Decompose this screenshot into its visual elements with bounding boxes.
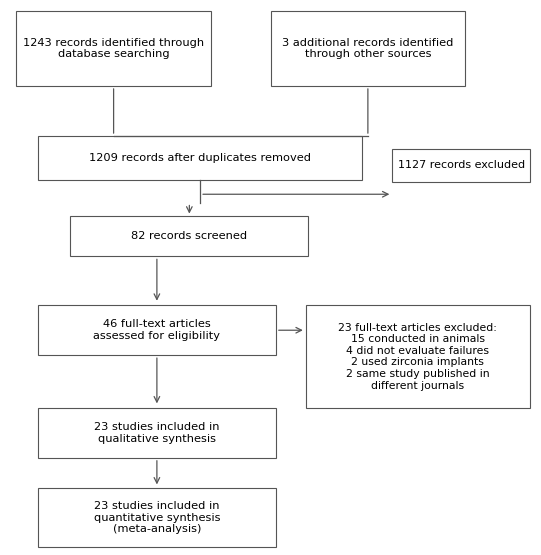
Bar — [38, 488, 276, 547]
Bar — [38, 136, 362, 180]
Text: 23 studies included in
quantitative synthesis
(meta-analysis): 23 studies included in quantitative synt… — [94, 501, 220, 534]
Bar — [306, 305, 530, 408]
Text: 1243 records identified through
database searching: 1243 records identified through database… — [23, 38, 204, 59]
Bar — [70, 216, 308, 256]
Text: 3 additional records identified
through other sources: 3 additional records identified through … — [282, 38, 453, 59]
Text: 23 full-text articles excluded:
15 conducted in animals
4 did not evaluate failu: 23 full-text articles excluded: 15 condu… — [339, 322, 497, 391]
Text: 82 records screened: 82 records screened — [131, 231, 247, 241]
Text: 23 studies included in
qualitative synthesis: 23 studies included in qualitative synth… — [94, 422, 220, 443]
Bar — [38, 408, 276, 458]
Text: 1127 records excluded: 1127 records excluded — [398, 160, 525, 170]
Bar — [38, 305, 276, 355]
Bar — [270, 11, 465, 86]
Bar — [392, 149, 530, 182]
Text: 46 full-text articles
assessed for eligibility: 46 full-text articles assessed for eligi… — [94, 320, 220, 341]
Bar — [16, 11, 211, 86]
Text: 1209 records after duplicates removed: 1209 records after duplicates removed — [89, 153, 311, 163]
